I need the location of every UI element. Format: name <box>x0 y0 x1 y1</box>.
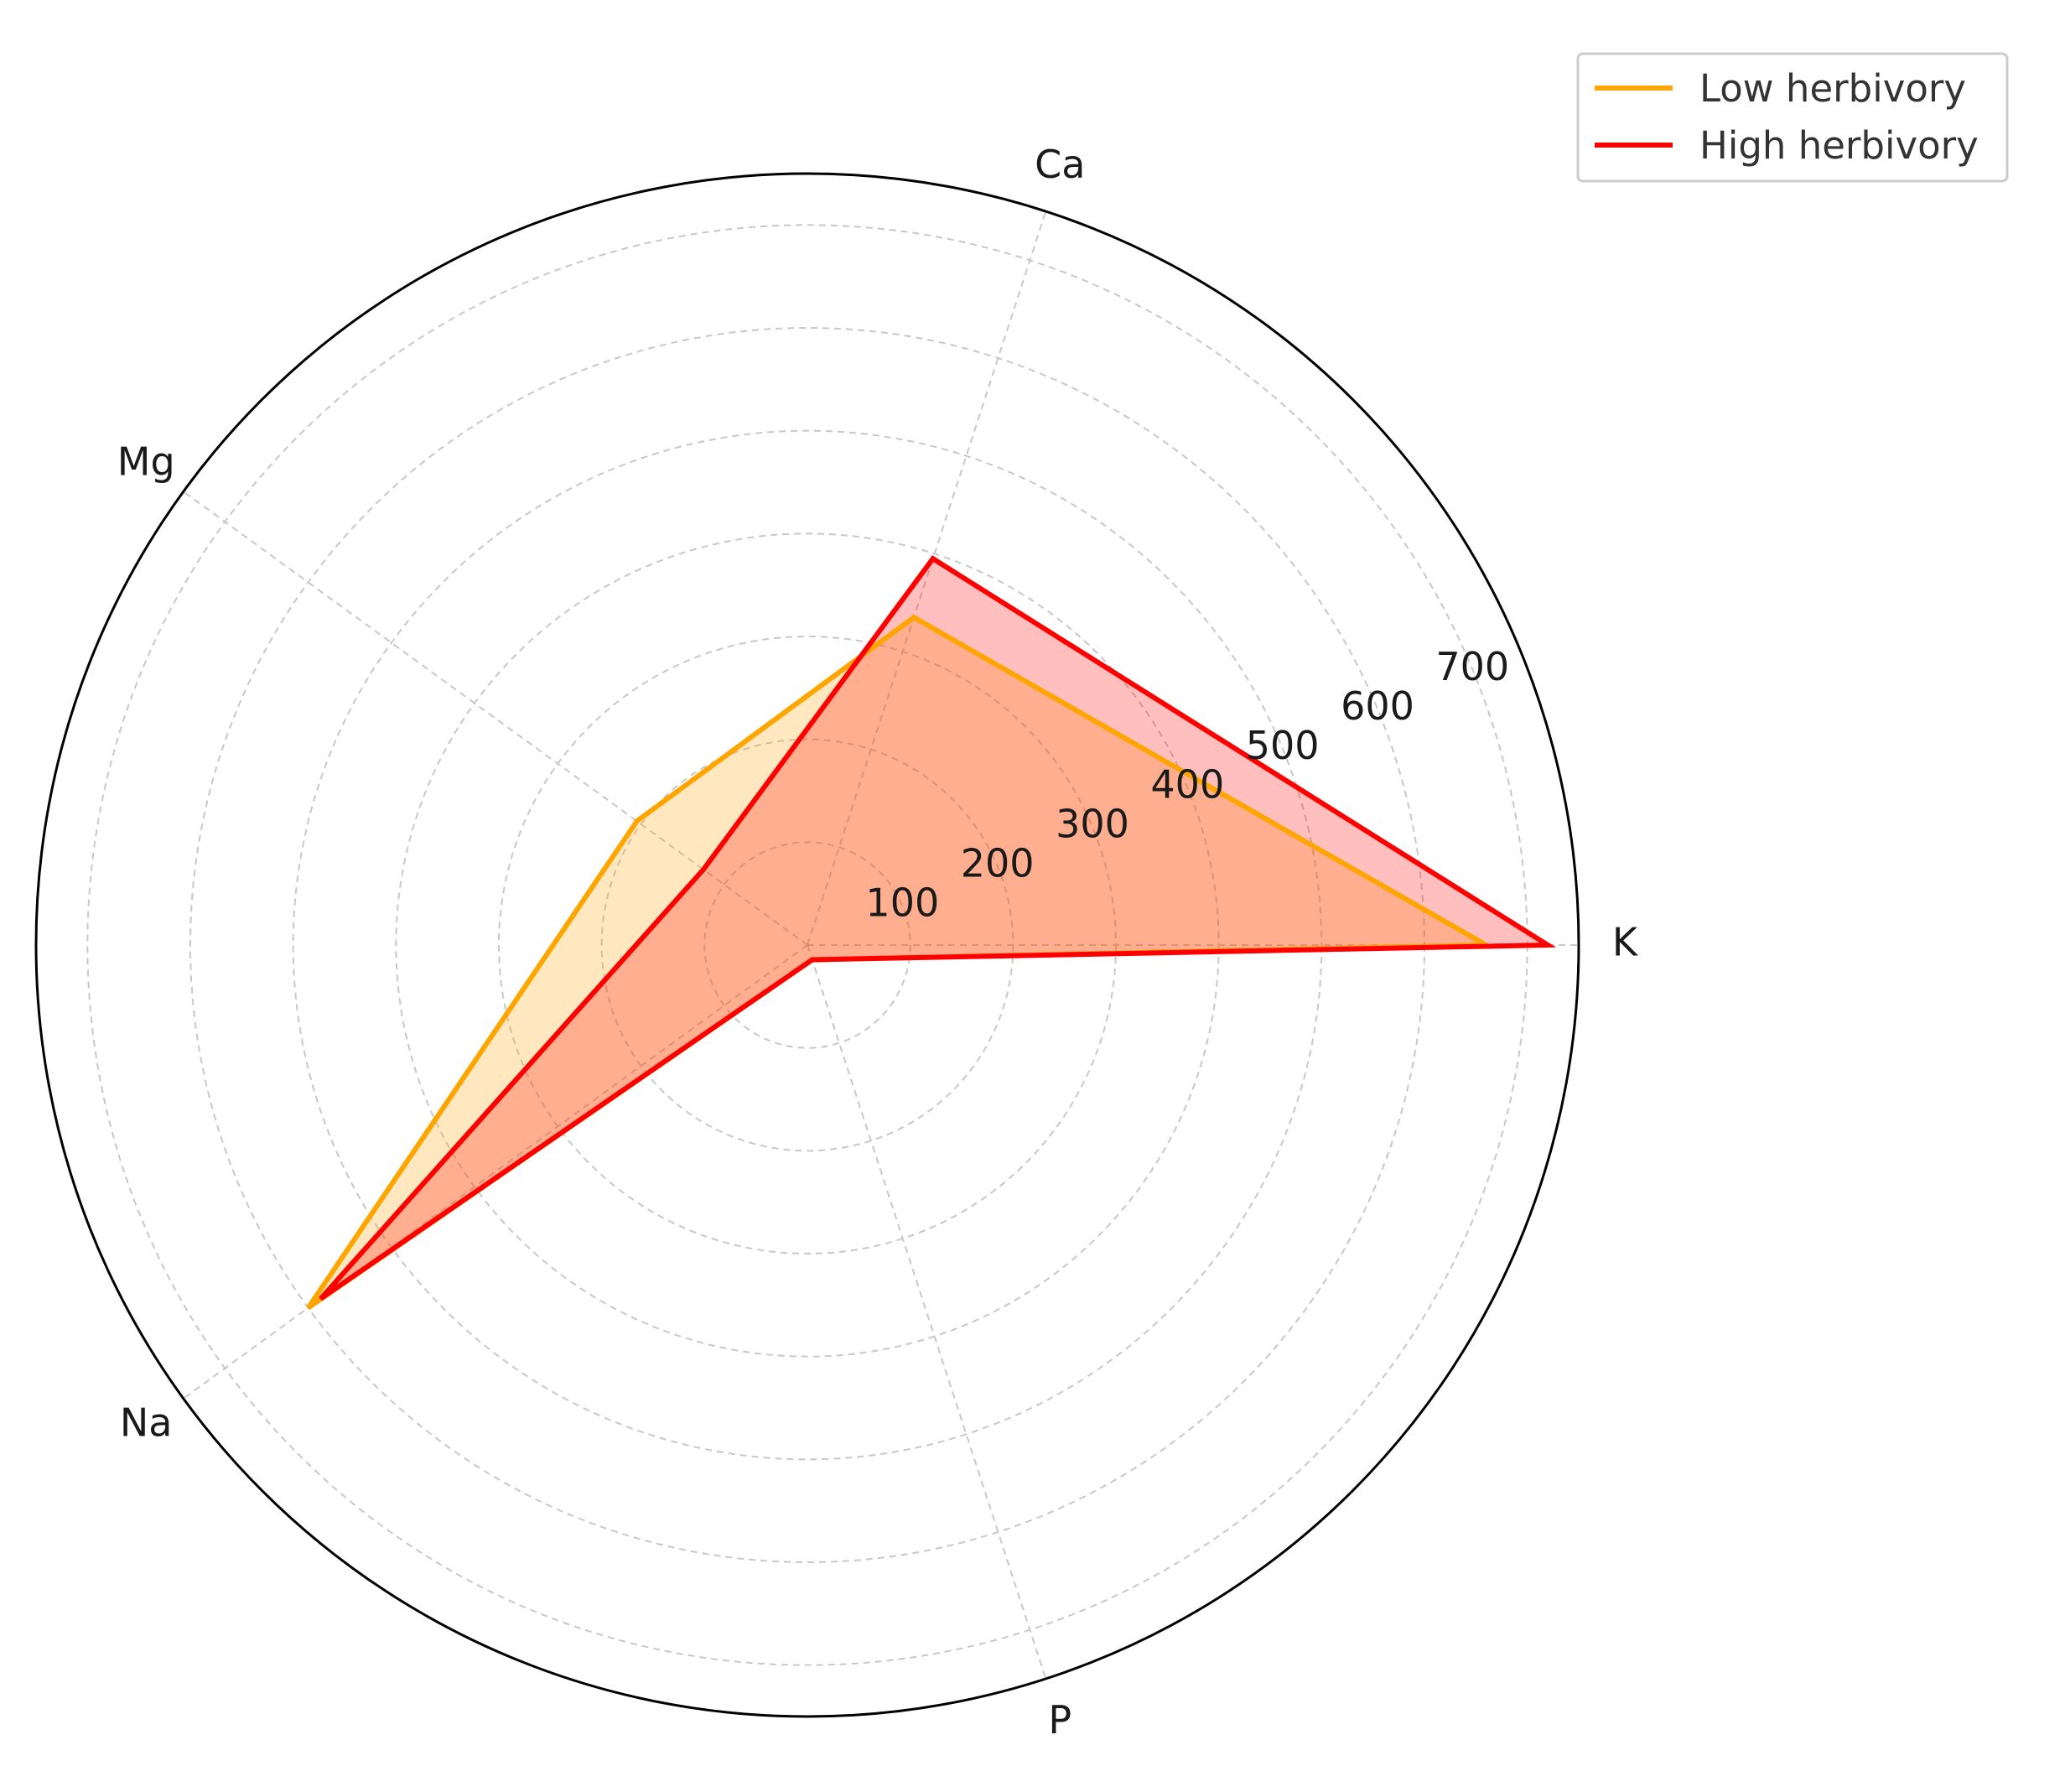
radial-tick-label-300: 300 <box>1056 802 1129 847</box>
radial-gridline-500 <box>292 429 1323 1461</box>
category-label-na: Na <box>120 1400 173 1446</box>
category-label-p: P <box>1048 1697 1071 1743</box>
category-labels: K Ca Mg Na P <box>117 142 1639 1743</box>
radial-tick-label-600: 600 <box>1341 683 1414 729</box>
radial-tick-labels: 100 200 300 400 500 600 700 <box>865 644 1509 926</box>
outer-frame <box>34 172 1580 1718</box>
legend-label-high-herbivory: High herbivory <box>1699 123 1979 168</box>
series-fill-low-herbivory <box>308 617 1486 1308</box>
legend-label-low-herbivory: Low herbivory <box>1699 66 1966 111</box>
category-label-ca: Ca <box>1035 142 1085 187</box>
legend: Low herbivory High herbivory <box>1576 52 2009 183</box>
radial-tick-label-400: 400 <box>1150 762 1224 808</box>
radial-tick-label-700: 700 <box>1435 644 1509 689</box>
radial-tick-label-500: 500 <box>1246 723 1320 768</box>
radial-tick-label-100: 100 <box>865 880 939 926</box>
category-label-mg: Mg <box>117 439 175 484</box>
spoke-p <box>807 944 1047 1680</box>
series-polygons <box>306 555 1557 1311</box>
radial-gridline-100 <box>703 841 911 1049</box>
category-label-k: K <box>1612 920 1639 965</box>
radial-tick-label-200: 200 <box>961 841 1035 886</box>
series-line-high-herbivory <box>319 555 1557 1301</box>
legend-frame <box>1576 52 2009 183</box>
series-fill-high-herbivory <box>320 558 1549 1299</box>
